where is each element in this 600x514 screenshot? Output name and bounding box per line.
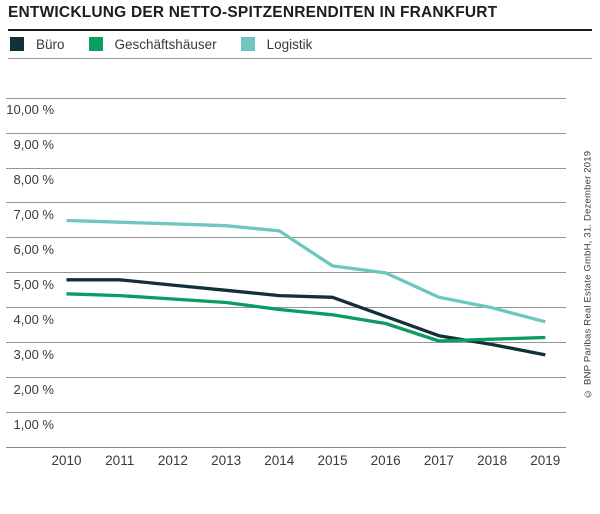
y-tick-label: 10,00 %	[6, 102, 54, 118]
y-tick-label: 4,00 %	[13, 311, 54, 327]
x-axis-baseline	[6, 447, 566, 448]
y-tick-label: 1,00 %	[13, 416, 54, 432]
gridline-8pct	[6, 167, 566, 169]
title-underline	[8, 29, 592, 31]
gridline-4pct	[6, 307, 566, 309]
gridline-3pct	[6, 342, 566, 344]
x-tick-label-2010: 2010	[51, 453, 82, 468]
x-tick-label-2018: 2018	[477, 453, 508, 468]
y-tick-label: 9,00 %	[13, 137, 54, 153]
gridline-5pct	[6, 272, 566, 274]
x-tick-label-2011: 2011	[105, 453, 135, 468]
x-tick-label-2017: 2017	[423, 453, 454, 468]
legend-swatch-icon	[10, 37, 24, 51]
legend-label: Geschäftshäuser	[114, 36, 217, 52]
y-tick-label: 6,00 %	[13, 241, 54, 257]
legend-item-1: Büro	[10, 37, 65, 52]
x-tick-label-2016: 2016	[370, 453, 401, 468]
y-tick-label: 8,00 %	[13, 172, 54, 188]
legend-swatch-icon	[88, 37, 103, 51]
gridline-6pct	[6, 237, 566, 239]
series-line-büro	[66, 278, 546, 357]
y-tick-label: 3,00 %	[13, 346, 54, 362]
y-tick-label: 7,00 %	[13, 206, 54, 222]
x-tick-label-2012: 2012	[157, 453, 188, 468]
y-tick-label: 5,00 %	[13, 276, 54, 292]
x-tick-label-2019: 2019	[530, 453, 561, 468]
series-line-geschäftshäuser	[66, 292, 546, 343]
legend-separator	[8, 58, 592, 59]
x-tick-label-2013: 2013	[211, 453, 242, 468]
y-tick-label: 2,00 %	[13, 381, 54, 397]
x-tick-label-2014: 2014	[264, 453, 295, 468]
legend-swatch-icon	[240, 37, 255, 51]
legend-label: Büro	[36, 36, 65, 52]
chart-legend: Büro Geschäftshäuser Logistik	[10, 36, 336, 52]
x-tick-label-2015: 2015	[317, 453, 348, 468]
gridline-9pct	[6, 132, 566, 134]
legend-item-3: Logistik	[240, 36, 313, 52]
chart-title: ENTWICKLUNG DER NETTO-SPITZENRENDITEN IN…	[8, 4, 498, 21]
gridline-2pct	[6, 377, 566, 379]
copyright-note: © BNP Paribas Real Estate GmbH, 31. Deze…	[582, 150, 594, 400]
legend-item-2: Geschäftshäuser	[88, 36, 217, 52]
gridline-7pct	[6, 202, 566, 204]
gridline-1pct	[6, 412, 566, 414]
gridline-10pct	[6, 97, 566, 99]
legend-label: Logistik	[266, 36, 313, 52]
series-line-logistik	[66, 218, 546, 324]
